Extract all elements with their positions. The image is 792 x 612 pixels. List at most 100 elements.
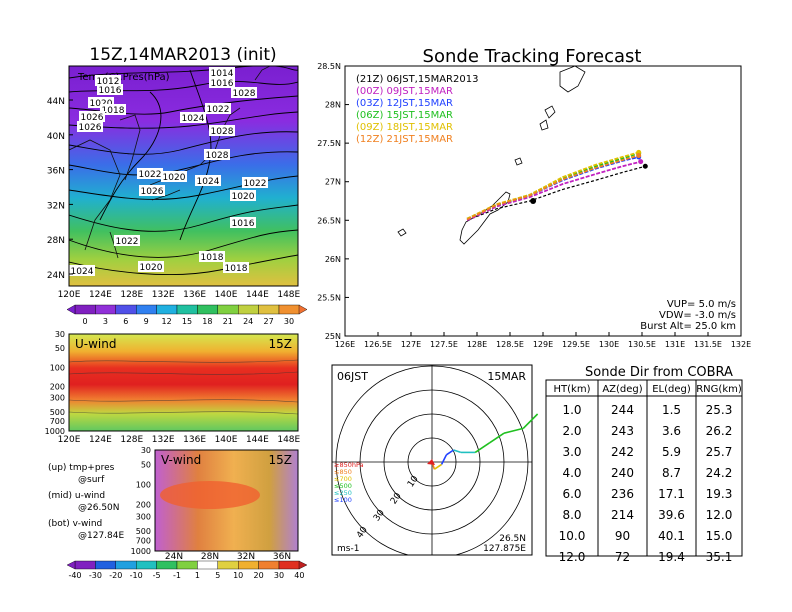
map-lon-label: 140E <box>215 290 238 300</box>
table-cell: 236 <box>611 487 634 501</box>
table-cell: 6.0 <box>562 487 581 501</box>
uwind-lon-axis: 120E 124E 128E 132E 136E 140E 144E 148E <box>58 435 301 445</box>
table-cell: 1.5 <box>662 403 681 417</box>
temp-colorbar-tick: 24 <box>243 317 253 326</box>
track-lon-label: 132E <box>731 340 751 349</box>
wind-colorbar-swatch <box>115 560 137 570</box>
wind-colorbar-swatch <box>217 560 239 570</box>
uwind-lon-label: 124E <box>89 435 112 445</box>
table-row: 8.0 214 39.6 12.0 <box>562 508 732 522</box>
vwind-p-label: 1000 <box>131 547 151 556</box>
uwind-lon-label: 120E <box>58 435 81 445</box>
wind-colorbar-tick: 30 <box>274 571 284 580</box>
map-lon-label: 128E <box>120 290 143 300</box>
temp-colorbar-tick: 21 <box>223 317 233 326</box>
table-cell: 26.2 <box>706 424 733 438</box>
wind-colorbar-tick: -30 <box>89 571 102 580</box>
table-cell: 214 <box>611 508 634 522</box>
vwind-lat-label: 36N <box>273 552 291 562</box>
pressure-label-bg <box>180 112 206 123</box>
pressure-label-bg <box>138 261 164 272</box>
uwind-field <box>69 334 298 431</box>
track-lon-label: 130.5E <box>628 340 656 349</box>
table-frame <box>545 379 743 557</box>
pressure-label-bg <box>205 103 231 114</box>
map-frame <box>68 65 299 287</box>
uwind-p-label: 50 <box>55 344 65 353</box>
table-cell: 8.7 <box>662 466 681 480</box>
launch-point <box>530 198 537 204</box>
uwind-lon-label: 144E <box>246 435 269 445</box>
hodograph-segment <box>433 463 443 470</box>
temp-colorbar-tick: 0 <box>82 317 87 326</box>
pressure-label-bg <box>231 87 257 98</box>
wind-colorbar-tick: -40 <box>68 571 81 580</box>
level-legend-entry: ≥850hPa <box>334 461 364 469</box>
pressure-label-bg <box>209 67 235 78</box>
track-burst-point <box>636 152 642 158</box>
pressure-label: 1018 <box>225 264 248 274</box>
map-lon-label: 132E <box>152 290 175 300</box>
track-lat-label: 25.5N <box>317 293 341 302</box>
uwind-p-label: 1000 <box>45 427 65 436</box>
wind-colorbar-arrow-left <box>66 560 76 570</box>
pressure-label: 1028 <box>233 89 256 99</box>
map-inner-label: Temp(C),Pres(hPa) <box>77 72 170 83</box>
table-cell: 243 <box>611 424 634 438</box>
uwind-p-label: 100 <box>50 363 65 372</box>
track-lat-label: 26.5N <box>317 216 341 225</box>
map-lat-label: 32N <box>47 201 65 211</box>
temp-colorbar-swatch <box>95 304 117 315</box>
vwind-jet <box>160 481 260 509</box>
pressure-label: 1022 <box>207 105 230 115</box>
table-cell: 1.0 <box>562 403 581 417</box>
map-lon-label: 136E <box>183 290 206 300</box>
table-cell: 3.6 <box>662 424 681 438</box>
track-line <box>466 154 639 221</box>
pressure-label-bg <box>223 262 249 273</box>
wind-colorbar-swatch <box>197 560 218 570</box>
uwind-lon-label: 140E <box>215 435 238 445</box>
temp-colorbar-swatch <box>197 304 218 315</box>
hodograph-line <box>427 413 539 470</box>
table-cell: 17.1 <box>658 487 685 501</box>
level-legend-entry: ≤100 <box>334 496 352 504</box>
vwind-p-label: 500 <box>136 527 151 536</box>
pressure-label-bg <box>199 251 225 262</box>
hodograph-segment <box>489 432 505 444</box>
uwind-p-label: 300 <box>50 394 65 403</box>
hodograph-segment <box>453 449 462 454</box>
panel-legend-line: (bot) v-wind <box>48 519 102 529</box>
table-cell: 2.0 <box>562 424 581 438</box>
tracking-legend: (21Z) 06JST,15MAR2013(00Z) 09JST,15MAR(0… <box>356 74 478 145</box>
table-cell: 90 <box>615 529 630 543</box>
track-line <box>466 160 641 222</box>
map-lat-label: 40N <box>47 132 65 142</box>
pressure-label: 1024 <box>182 114 205 124</box>
table-cell: 10.0 <box>559 529 586 543</box>
table-cell: 72 <box>615 550 630 564</box>
sonde-tracks <box>466 149 648 222</box>
track-info-line: Burst Alt= 25.0 km <box>640 321 736 332</box>
table-cell: 12.0 <box>559 550 586 564</box>
table-cell: 25.7 <box>706 445 733 459</box>
table-cell: 242 <box>611 445 634 459</box>
panel-legend-line: @127.84E <box>78 531 124 541</box>
vwind-p-label: 700 <box>136 537 151 546</box>
table-cell: 8.0 <box>562 508 581 522</box>
wind-colorbar-tick: 1 <box>195 571 200 580</box>
temp-colorbar-tick: 15 <box>182 317 192 326</box>
hodograph-origin-marker <box>427 459 435 465</box>
track-lat-label: 25N <box>325 332 341 341</box>
wind-colorbar-swatch <box>135 560 157 570</box>
tracking-lon-axis: 126E 126.5E 127E 127.5E 128E 128.5E 129E 129.5E… <box>335 332 751 349</box>
wind-colorbar-tick: -5 <box>153 571 161 580</box>
pressure-label: 1020 <box>163 173 186 183</box>
pressure-label-bg <box>195 175 221 186</box>
pressure-label: 1020 <box>232 192 255 202</box>
track-legend-entry: (00Z) 09JST,15MAR <box>356 86 453 97</box>
